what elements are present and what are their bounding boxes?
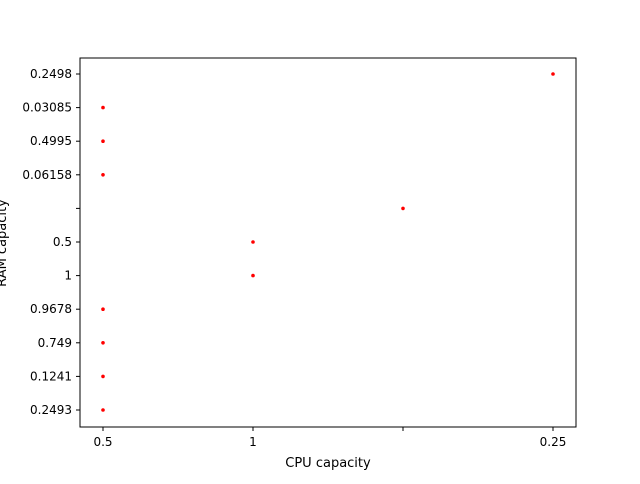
plot-area xyxy=(79,57,577,428)
y-tick-label: 0.5 xyxy=(53,235,72,249)
y-axis-ticks: 0.2493 0.1241 0.749 0.9678 1 0.5 0.06158 0.4995… xyxy=(22,67,80,417)
data-point xyxy=(101,105,105,110)
y-tick-label: 0.2498 xyxy=(30,67,72,81)
data-point xyxy=(101,173,105,177)
data-point xyxy=(551,72,555,76)
y-tick-label: 1 xyxy=(64,269,72,283)
data-point xyxy=(251,240,255,244)
y-tick-label: 0.03085 xyxy=(22,101,72,115)
y-axis-label: RAM capacity xyxy=(0,199,10,287)
x-tick-label: 0.5 xyxy=(93,435,112,449)
data-point xyxy=(101,139,105,143)
data-point xyxy=(401,206,405,211)
data-point xyxy=(251,273,255,278)
y-tick-label: 0.1241 xyxy=(30,369,72,383)
data-points xyxy=(101,72,555,412)
data-point xyxy=(101,408,105,412)
data-point xyxy=(101,341,105,345)
data-point xyxy=(101,307,105,312)
x-tick-label: 1 xyxy=(249,435,257,449)
y-tick-label: 0.9678 xyxy=(30,302,72,316)
x-axis-ticks: 0.5 1 0.25 xyxy=(93,427,566,449)
x-axis-label: CPU capacity xyxy=(285,456,371,471)
y-tick-label: 0.2493 xyxy=(30,403,72,417)
data-point xyxy=(101,374,105,379)
x-tick-label: 0.25 xyxy=(540,435,567,449)
y-tick-label: 0.06158 xyxy=(22,168,72,182)
y-tick-label: 0.4995 xyxy=(30,134,72,148)
y-tick-label: 0.749 xyxy=(38,336,72,350)
